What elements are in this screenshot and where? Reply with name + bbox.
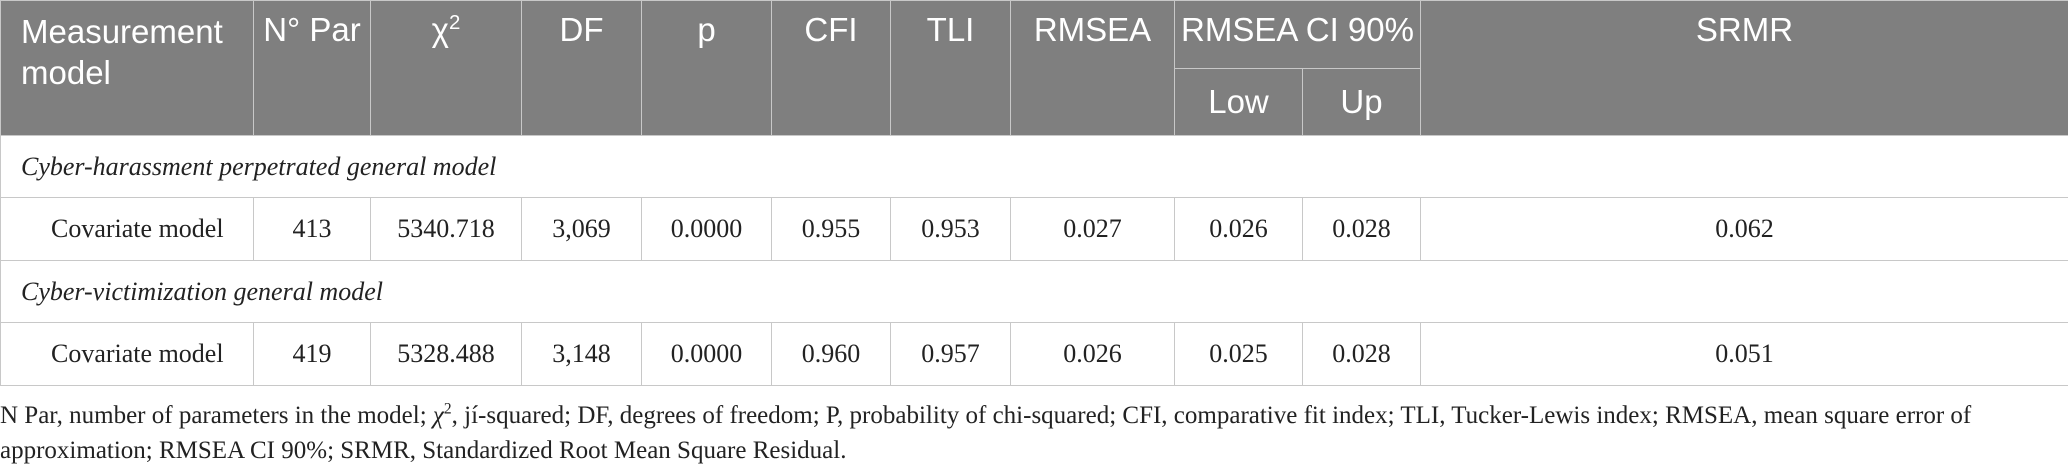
header-df: DF <box>521 0 642 136</box>
cell-rmsea: 0.027 <box>1010 197 1175 261</box>
header-cfi: CFI <box>771 0 891 136</box>
footnote-part2: , jí-squared; DF, degrees of freedom; P,… <box>0 402 1972 464</box>
cell-n-par: 413 <box>253 197 371 261</box>
cell-low: 0.026 <box>1174 197 1303 261</box>
cell-srmr: 0.051 <box>1420 322 2068 386</box>
cell-chi2: 5328.488 <box>370 322 522 386</box>
table-header: Measurement model N° Par χ2 DF p CFI TLI… <box>0 0 2068 136</box>
header-rmsea-ci: RMSEA CI 90% <box>1173 0 1422 69</box>
cell-rmsea: 0.026 <box>1010 322 1175 386</box>
header-chi-squared: χ2 <box>370 0 522 136</box>
header-srmr: SRMR <box>1420 0 2068 136</box>
section-title: Cyber-harassment perpetrated general mod… <box>0 135 2068 198</box>
cell-tli: 0.953 <box>890 197 1011 261</box>
cell-cfi: 0.955 <box>771 197 891 261</box>
footnote-part1: N Par, number of parameters in the model… <box>0 402 433 429</box>
cell-df: 3,069 <box>521 197 642 261</box>
cell-n-par: 419 <box>253 322 371 386</box>
cell-up: 0.028 <box>1301 322 1422 386</box>
header-tli: TLI <box>890 0 1011 136</box>
cell-model: Covariate model <box>0 322 254 386</box>
table-body: Cyber-harassment perpetrated general mod… <box>0 135 2068 386</box>
header-p: p <box>641 0 772 136</box>
header-low: Low <box>1174 68 1303 136</box>
cell-low: 0.025 <box>1174 322 1303 386</box>
cell-tli: 0.957 <box>890 322 1011 386</box>
cell-chi2: 5340.718 <box>370 197 522 261</box>
footnote-chi-symbol: χ <box>432 402 444 429</box>
section-title: Cyber-victimization general model <box>0 260 2068 323</box>
section-row: Cyber-victimization general model <box>0 260 2068 323</box>
header-measurement-model: Measurement model <box>0 0 254 136</box>
table-row: Covariate model 413 5340.718 3,069 0.000… <box>0 197 2068 261</box>
table-row: Covariate model 419 5328.488 3,148 0.000… <box>0 322 2068 386</box>
cell-p: 0.0000 <box>641 197 772 261</box>
header-rmsea: RMSEA <box>1010 0 1175 136</box>
cell-up: 0.028 <box>1301 197 1422 261</box>
header-up: Up <box>1301 68 1422 136</box>
fit-indices-table: Measurement model N° Par χ2 DF p CFI TLI… <box>0 0 2068 386</box>
chi-symbol: χ <box>431 11 449 48</box>
footnote-chi-exponent: 2 <box>443 400 452 418</box>
cell-cfi: 0.960 <box>771 322 891 386</box>
cell-df: 3,148 <box>521 322 642 386</box>
cell-srmr: 0.062 <box>1420 197 2068 261</box>
chi-exponent: 2 <box>448 11 461 34</box>
cell-p: 0.0000 <box>641 322 772 386</box>
header-n-par: N° Par <box>253 0 371 136</box>
table-footnote: N Par, number of parameters in the model… <box>0 398 2060 468</box>
cell-model: Covariate model <box>0 197 254 261</box>
section-row: Cyber-harassment perpetrated general mod… <box>0 135 2068 198</box>
